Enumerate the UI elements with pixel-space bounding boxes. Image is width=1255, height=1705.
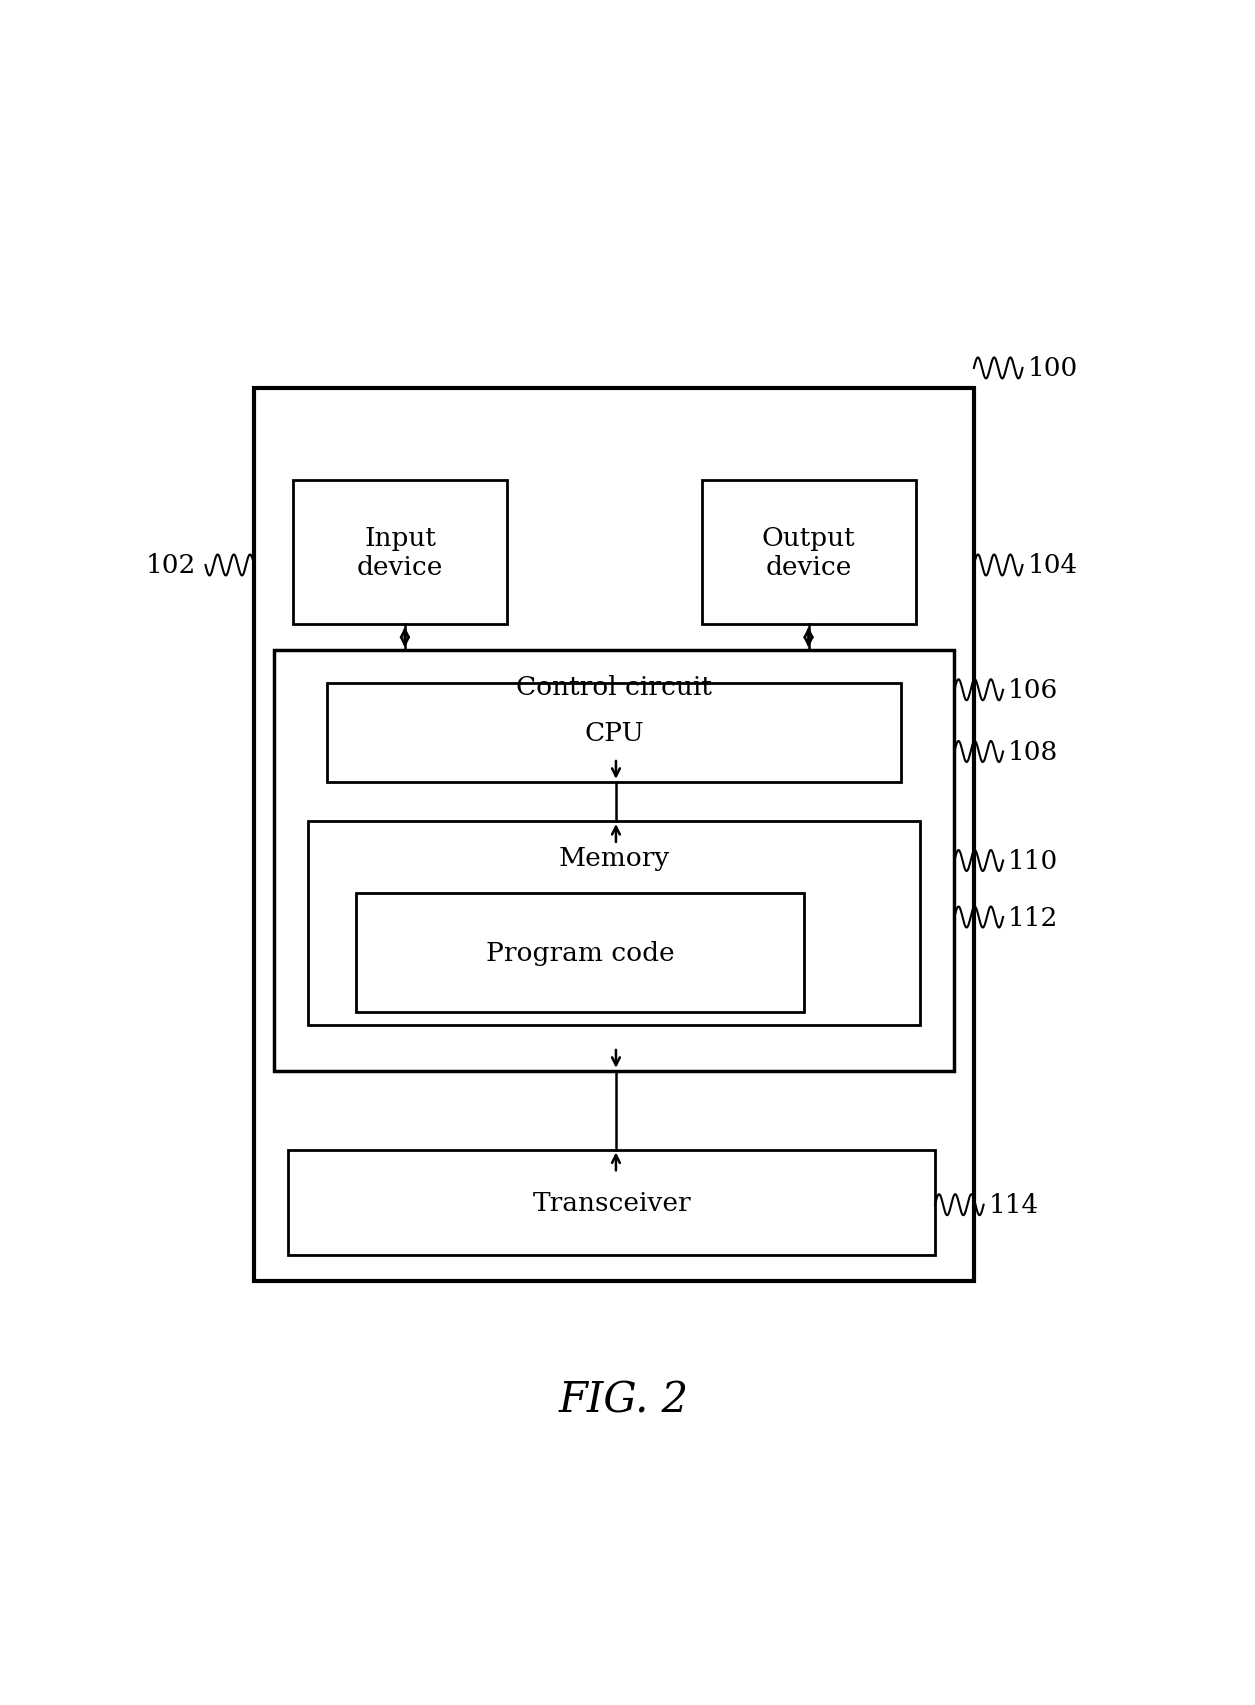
Text: Control circuit: Control circuit: [516, 675, 712, 699]
Text: Output
device: Output device: [762, 525, 856, 580]
Bar: [254, 389, 974, 1280]
Text: 106: 106: [1008, 679, 1058, 702]
Bar: [702, 481, 916, 624]
Text: 112: 112: [1008, 905, 1058, 929]
Text: Transceiver: Transceiver: [532, 1190, 692, 1216]
Text: 110: 110: [1008, 849, 1058, 873]
Bar: [294, 481, 507, 624]
Text: Program code: Program code: [486, 941, 674, 965]
Bar: [274, 651, 955, 1071]
Text: 108: 108: [1008, 740, 1058, 764]
Text: Memory: Memory: [558, 846, 670, 870]
Text: CPU: CPU: [584, 721, 644, 745]
Text: 104: 104: [1028, 552, 1078, 578]
Bar: [328, 684, 901, 783]
Bar: [356, 893, 803, 1013]
Bar: [307, 822, 920, 1025]
Text: 102: 102: [146, 552, 196, 578]
Text: FIG. 2: FIG. 2: [558, 1378, 689, 1420]
Text: Input
device: Input device: [356, 525, 443, 580]
Text: 114: 114: [989, 1192, 1039, 1217]
Bar: [289, 1149, 935, 1255]
Text: 100: 100: [1028, 356, 1078, 382]
